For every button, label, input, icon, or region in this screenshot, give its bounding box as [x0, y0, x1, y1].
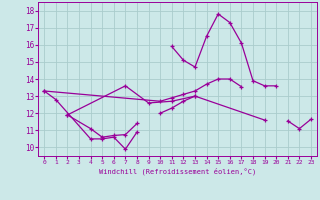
X-axis label: Windchill (Refroidissement éolien,°C): Windchill (Refroidissement éolien,°C) — [99, 168, 256, 175]
